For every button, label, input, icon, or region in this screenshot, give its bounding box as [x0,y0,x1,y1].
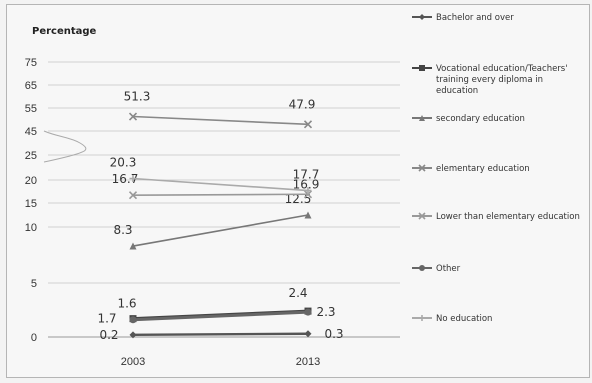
series-3: 8.3 12.5 [113,192,312,250]
data-label: 17.7 [293,168,320,182]
data-label: 0.2 [99,328,118,342]
y-tick-label: 75 [25,57,37,69]
data-point [304,330,312,338]
data-point [128,191,138,200]
y-tick-label: 65 [25,80,37,92]
legend-label: No education [436,314,492,324]
legend-label: elementary education [436,164,530,174]
legend-label: Lower than elementary education [436,212,580,222]
legend-item: Bachelor and over [412,13,514,23]
legend-marker [419,65,425,71]
legend-marker [419,14,425,20]
y-tick-label: 45 [25,126,37,138]
data-point [304,308,312,316]
legend-marker [419,115,425,121]
data-point [129,331,137,339]
data-label: 47.9 [289,97,316,111]
legend-marker [418,212,426,220]
legend-item: secondary education [412,114,525,124]
data-label: 2.4 [288,286,307,300]
y-tick-label: 55 [25,103,37,115]
legend-label: Bachelor and over [436,13,514,23]
series-6: 1.6 2.3 [117,297,336,324]
legend-label: Other [436,264,461,274]
legend-marker [419,265,425,271]
y-tick-label: 15 [25,198,37,210]
data-label: 1.6 [117,297,136,311]
data-point [129,242,137,250]
x-tick-label: 2003 [121,356,145,368]
data-point [304,187,312,195]
y-tick-label: 10 [25,222,37,234]
data-label: 16.9 [293,177,320,191]
series-line [132,310,309,322]
data-label: 1.7 [97,312,116,326]
data-point [129,175,137,182]
y-tick-label: 5 [31,278,37,290]
data-point [128,112,138,121]
data-point [303,190,313,199]
data-label: 0.3 [324,327,343,341]
y-axis-label: Percentage [32,26,97,37]
legend-item: Vocational education/Teachers' training e… [412,64,568,96]
series-line [132,193,309,196]
data-label: 2.3 [316,305,335,319]
y-tick-label: 0 [31,332,37,344]
legend-item: No education [412,314,492,324]
legend-label: secondary education [436,114,525,124]
legend-label: Vocational education/Teachers' training e… [436,64,568,96]
data-label: 8.3 [113,223,132,237]
series-1: 0.2 0.3 [99,327,343,342]
series-7: 20.3 17.7 [110,156,320,195]
legend-item: Lower than elementary education [412,212,580,222]
data-label: 16.7 [112,172,139,186]
data-label: 12.5 [285,192,312,206]
series-line [132,115,309,126]
series-line [132,214,309,247]
data-point [303,120,313,129]
data-point [129,316,137,324]
data-label: 51.3 [124,90,151,104]
legend-marker [418,164,426,172]
legend-item: elementary education [412,164,530,174]
series-4: 51.3 47.9 [124,90,316,129]
y-tick-label: 25 [25,150,37,162]
chart-frame [6,4,590,378]
legend-marker [419,315,425,321]
series-5: 16.7 16.9 [112,172,320,200]
series-line [132,177,309,192]
y-tick-label: 20 [25,175,37,187]
legend-item: Other [412,264,461,274]
x-tick-label: 2013 [296,356,320,368]
series-line [132,332,309,337]
data-label: 20.3 [110,156,137,170]
data-point [304,211,312,219]
axis-break-mark [43,130,87,163]
